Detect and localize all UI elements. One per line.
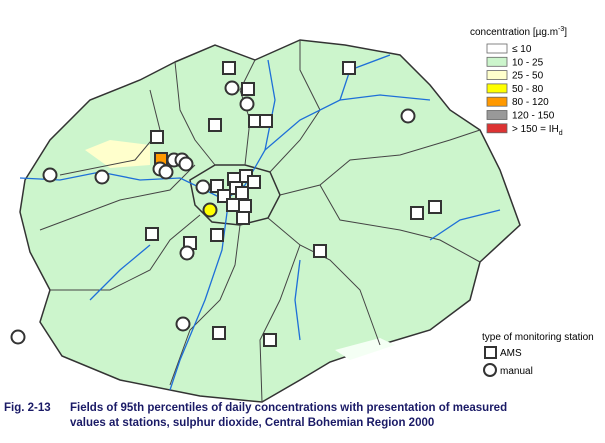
legend-title: concentration [µg.m-3] bbox=[470, 26, 567, 38]
manual-station bbox=[178, 156, 194, 172]
ams-station bbox=[222, 61, 236, 75]
ams-station bbox=[235, 186, 249, 200]
legend-label: 25 - 50 bbox=[512, 71, 544, 82]
legend-label-text: 25 - 50 bbox=[512, 71, 544, 82]
legend-label-text: 50 - 80 bbox=[512, 84, 544, 95]
legend-items: ≤ 10 10 - 25 25 - 50 50 - 80 80 - 120 120 - 1… bbox=[486, 43, 563, 137]
legend-swatch bbox=[486, 43, 508, 54]
ams-station bbox=[210, 228, 224, 242]
manual-station bbox=[175, 316, 191, 332]
ams-station bbox=[208, 118, 222, 132]
ams-station bbox=[313, 244, 327, 258]
ams-station bbox=[428, 200, 442, 214]
manual-station bbox=[224, 80, 240, 96]
ams-station bbox=[241, 82, 255, 96]
manual-station bbox=[239, 96, 255, 112]
concentration-legend: concentration [µg.m-3] ≤ 10 10 - 25 25 - 5… bbox=[470, 26, 567, 137]
ams-symbol bbox=[484, 346, 497, 359]
region-area bbox=[19, 39, 521, 403]
caption-label: Fig. 2-13 bbox=[4, 402, 51, 414]
manual-station bbox=[42, 167, 58, 183]
caption-line: Fields of 95th percentiles of daily conc… bbox=[70, 402, 507, 414]
legend-label-text: > 150 = IH bbox=[512, 124, 559, 135]
ams-station bbox=[226, 198, 240, 212]
legend-swatch bbox=[486, 83, 508, 94]
stations bbox=[10, 61, 442, 347]
ams-station bbox=[238, 199, 252, 213]
manual-station bbox=[179, 245, 195, 261]
station-legend: type of monitoring station AMS manual bbox=[482, 332, 594, 377]
ams-station bbox=[247, 175, 261, 189]
legend-swatch bbox=[486, 70, 508, 80]
manual-station bbox=[158, 164, 174, 180]
legend-label-text: ≤ 10 bbox=[512, 44, 532, 55]
legend-label-text: 80 - 120 bbox=[512, 97, 549, 108]
ams-station bbox=[410, 206, 424, 220]
light-patch bbox=[85, 140, 150, 168]
ams-station bbox=[212, 326, 226, 340]
caption-line: values at stations, sulphur dioxide, Cen… bbox=[70, 417, 434, 429]
legend-label-text: 120 - 150 bbox=[512, 111, 555, 122]
caption: Fig. 2-13 Fields of 95th percentiles of … bbox=[4, 402, 507, 429]
light-patch bbox=[335, 338, 395, 360]
legend-swatch bbox=[486, 96, 508, 107]
ams-station bbox=[150, 130, 164, 144]
station-legend-item: AMS bbox=[500, 348, 522, 359]
manual-station bbox=[195, 179, 211, 195]
manual-symbol bbox=[483, 363, 497, 377]
legend-label-sub: d bbox=[559, 130, 563, 137]
ams-station bbox=[236, 211, 250, 225]
legend-title-sup: -3 bbox=[558, 26, 564, 33]
legend-label: 10 - 25 bbox=[512, 57, 544, 68]
manual-station bbox=[202, 202, 218, 218]
legend-swatch bbox=[486, 123, 508, 134]
manual-station bbox=[400, 108, 416, 124]
ams-station bbox=[263, 333, 277, 347]
legend-swatch bbox=[486, 110, 508, 120]
legend-label: 120 - 150 bbox=[512, 111, 555, 122]
region bbox=[10, 39, 521, 403]
ams-station bbox=[259, 114, 273, 128]
legend-title-text: concentration [µg.m bbox=[470, 27, 558, 38]
ams-station bbox=[145, 227, 159, 241]
manual-station bbox=[94, 169, 110, 185]
ams-station bbox=[342, 61, 356, 75]
legend-label: ≤ 10 bbox=[512, 44, 532, 55]
legend-label: > 150 = IHd bbox=[512, 124, 563, 137]
legend-label-text: 10 - 25 bbox=[512, 57, 544, 68]
legend-swatch bbox=[486, 56, 508, 67]
manual-station bbox=[10, 329, 26, 345]
legend-label: 80 - 120 bbox=[512, 97, 549, 108]
station-legend-title: type of monitoring station bbox=[482, 332, 594, 343]
station-legend-item: manual bbox=[500, 366, 533, 377]
legend-label: 50 - 80 bbox=[512, 84, 544, 95]
